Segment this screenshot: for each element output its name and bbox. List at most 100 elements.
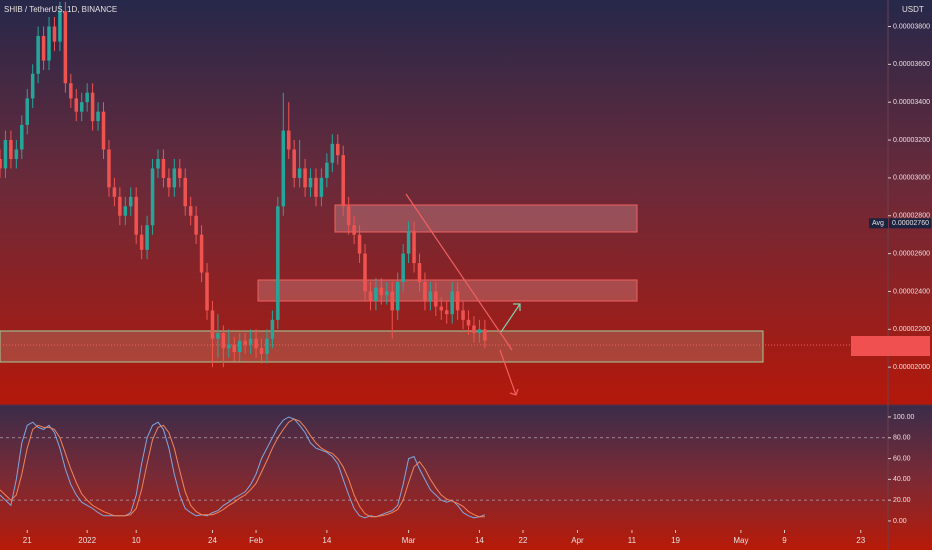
support-zone: [0, 330, 764, 363]
candle-body: [265, 338, 269, 354]
y-tick-label: 0.00002000: [893, 364, 930, 371]
candle-body: [308, 177, 313, 188]
candle-body: [450, 291, 454, 315]
candle-body: [205, 272, 209, 311]
candle-body: [199, 234, 204, 273]
candle-body: [41, 35, 46, 61]
candle-body: [112, 187, 117, 197]
candle-body: [477, 329, 482, 334]
candle-body: [259, 348, 264, 354]
y-tick-label: 40.00: [893, 476, 911, 483]
y-tick-label: 0.00003600: [893, 61, 930, 68]
y-tick-label: 0.00003000: [893, 175, 930, 182]
candle-body: [145, 225, 149, 250]
candle-body: [14, 149, 19, 159]
candle-body: [412, 230, 416, 264]
candle-body: [385, 291, 389, 296]
x-tick-label: Feb: [249, 536, 263, 545]
candle-body: [434, 291, 438, 307]
x-tick-label: 24: [208, 536, 217, 545]
avg-marker: [869, 218, 888, 229]
candle-body: [276, 206, 280, 320]
candle-body: [254, 338, 258, 349]
candle-body: [461, 310, 465, 320]
y-tick-label: 0.00002600: [893, 250, 930, 257]
candle-body: [472, 325, 476, 334]
candle-body: [101, 111, 106, 150]
oscillator-line: [0, 416, 486, 519]
candle-body: [243, 340, 247, 345]
resistance-zone: [257, 279, 638, 302]
x-tick-label: 14: [475, 536, 484, 545]
candle-body: [303, 168, 307, 188]
candle-body: [63, 11, 68, 84]
candle-body: [85, 92, 89, 103]
candle-body: [368, 291, 373, 301]
candle-body: [128, 196, 133, 207]
avg-label: 0.00002760: [892, 220, 929, 227]
candle-body: [363, 253, 367, 292]
candle-body: [221, 333, 226, 349]
candle-body: [25, 98, 30, 125]
candle-body: [341, 155, 345, 207]
y-tick-label: 0.00003200: [893, 137, 930, 144]
x-tick-label: 22: [519, 536, 528, 545]
oscillator-pane: [0, 405, 932, 550]
candle-body: [286, 130, 291, 150]
candle-body: [330, 143, 335, 163]
chart-title: SHIB / TetherUS, 1D, BINANCE: [4, 5, 117, 14]
y-tick-label: 100.00: [893, 414, 915, 421]
candle-body: [483, 329, 487, 341]
down-arrow: [499, 349, 519, 396]
candle-body: [232, 344, 237, 353]
candle-body: [183, 177, 187, 207]
candle-body: [352, 225, 356, 235]
x-tick-label: Mar: [402, 536, 416, 545]
y-tick-label: 20.00: [893, 497, 911, 504]
candle-body: [139, 234, 144, 250]
candle-body: [20, 124, 24, 150]
candle-body: [30, 73, 35, 99]
candle-body: [401, 253, 405, 282]
x-tick-label: May: [733, 536, 748, 545]
candle-body: [390, 291, 395, 311]
price-pane: [0, 0, 932, 405]
candle-body: [194, 215, 198, 235]
currency: USDT: [902, 5, 924, 14]
candle-body: [406, 230, 411, 254]
y-tick-label: 0.00002400: [893, 288, 930, 295]
y-tick-label: 0.00002200: [893, 326, 930, 333]
avg-label-box: [889, 218, 931, 229]
candle-body: [357, 234, 362, 254]
candle-body: [428, 291, 433, 301]
candle-body: [3, 140, 8, 169]
y-tick-label: 0.00003800: [893, 23, 930, 30]
candle-body: [335, 143, 340, 156]
candle-body: [167, 177, 171, 188]
candle-body: [270, 319, 275, 339]
up-arrow: [500, 303, 521, 333]
candle-body: [36, 35, 40, 74]
candle-body: [237, 340, 242, 353]
y-tick-label: 80.00: [893, 435, 911, 442]
oscillator-line: [0, 418, 485, 518]
candle-body: [395, 281, 400, 311]
candle-body: [90, 92, 95, 122]
x-tick-label: 9: [782, 536, 787, 545]
candle-body: [161, 158, 166, 178]
candle-body: [52, 26, 57, 42]
candle-body: [346, 206, 351, 226]
candle-body: [118, 196, 122, 216]
trend-line: [405, 193, 513, 351]
candle-body: [47, 26, 51, 61]
candle-body: [9, 140, 13, 159]
candle-body: [58, 11, 62, 42]
candle-body: [150, 168, 155, 226]
candle-body: [248, 338, 253, 345]
candle-body: [444, 310, 449, 315]
candle-body: [466, 319, 471, 326]
resistance-zone: [334, 204, 638, 233]
candle-body: [69, 83, 73, 99]
candle-body: [297, 168, 302, 178]
